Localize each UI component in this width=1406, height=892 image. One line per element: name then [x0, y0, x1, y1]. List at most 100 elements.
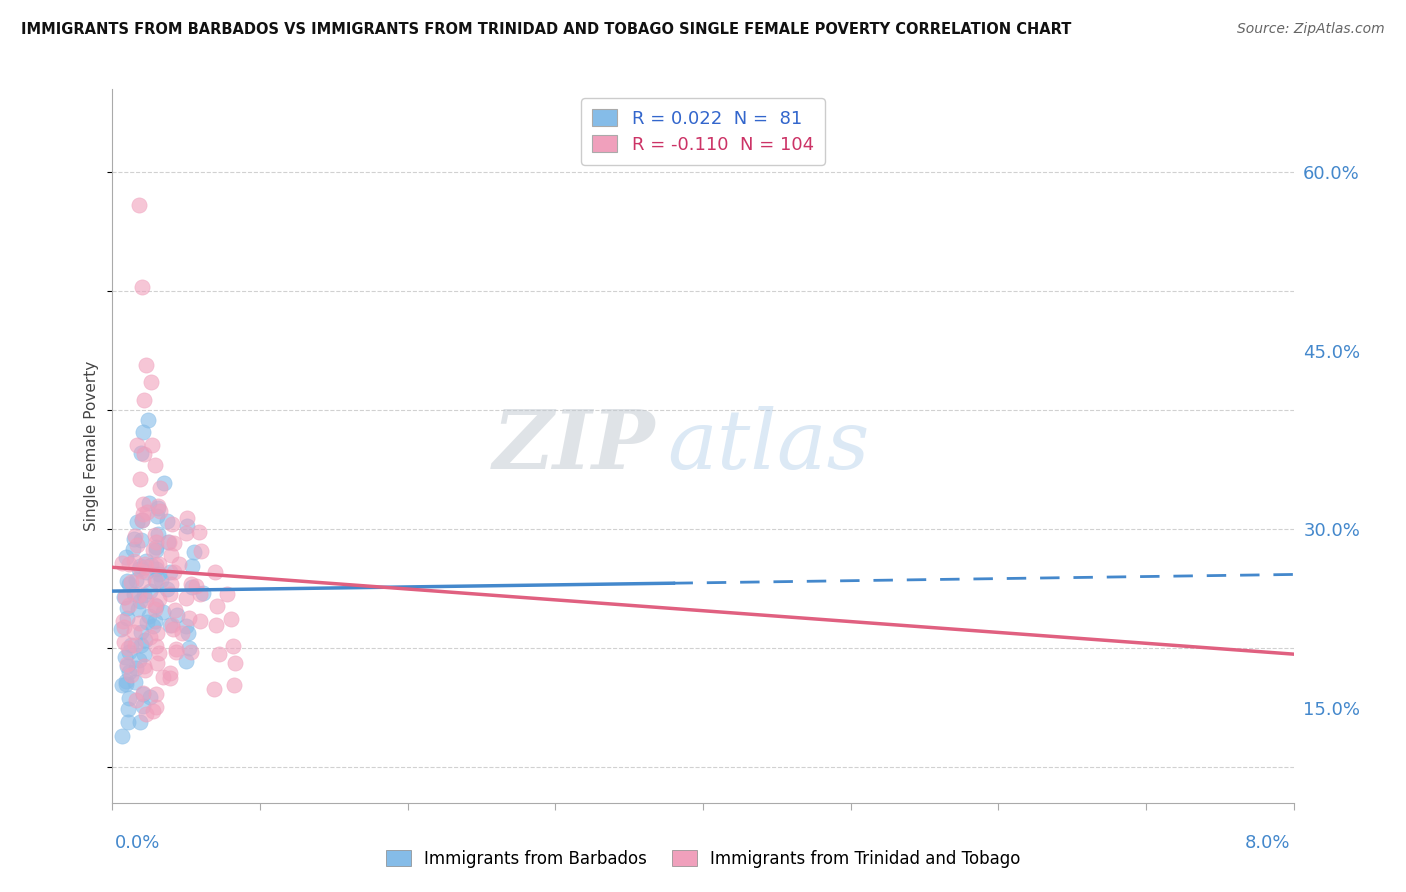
Point	[170, 626, 193, 640]
Point	[135, 565, 157, 579]
Point	[131, 425, 153, 440]
Point	[145, 574, 167, 589]
Text: IMMIGRANTS FROM BARBADOS VS IMMIGRANTS FROM TRINIDAD AND TOBAGO SINGLE FEMALE PO: IMMIGRANTS FROM BARBADOS VS IMMIGRANTS F…	[21, 22, 1071, 37]
Point	[222, 678, 245, 692]
Point	[145, 639, 167, 653]
Point	[128, 653, 150, 667]
Point	[159, 665, 181, 680]
Point	[114, 649, 136, 664]
Point	[112, 620, 135, 634]
Point	[152, 670, 174, 684]
Point	[174, 525, 197, 540]
Point	[138, 609, 160, 624]
Point	[132, 699, 155, 714]
Point	[146, 527, 169, 541]
Point	[143, 528, 166, 542]
Point	[174, 654, 197, 668]
Point	[129, 471, 152, 485]
Point	[149, 481, 172, 495]
Point	[124, 528, 146, 542]
Point	[177, 641, 200, 656]
Point	[115, 674, 138, 689]
Point	[112, 614, 135, 628]
Point	[156, 535, 179, 549]
Point	[135, 707, 157, 722]
Point	[139, 690, 162, 705]
Point	[138, 631, 160, 645]
Point	[129, 715, 152, 730]
Point	[136, 413, 159, 427]
Point	[145, 574, 167, 588]
Point	[125, 573, 148, 587]
Point	[159, 566, 181, 580]
Point	[159, 618, 181, 632]
Point	[205, 617, 228, 632]
Point	[176, 591, 198, 605]
Point	[165, 603, 187, 617]
Legend: Immigrants from Barbados, Immigrants from Trinidad and Tobago: Immigrants from Barbados, Immigrants fro…	[378, 844, 1028, 875]
Point	[202, 681, 225, 696]
Point	[187, 524, 209, 539]
Point	[174, 619, 197, 633]
Point	[180, 580, 202, 594]
Point	[146, 499, 169, 513]
Point	[117, 574, 139, 589]
Point	[165, 642, 187, 657]
Point	[180, 645, 202, 659]
Point	[160, 549, 183, 563]
Point	[128, 562, 150, 576]
Point	[163, 565, 186, 579]
Point	[122, 554, 145, 568]
Point	[138, 584, 160, 599]
Point	[142, 543, 165, 558]
Point	[132, 588, 155, 602]
Point	[190, 544, 212, 558]
Point	[190, 587, 212, 601]
Point	[124, 625, 146, 640]
Point	[159, 586, 181, 600]
Point	[148, 558, 170, 572]
Point	[122, 541, 145, 556]
Point	[160, 577, 183, 591]
Point	[134, 659, 156, 673]
Point	[183, 544, 205, 558]
Text: 8.0%: 8.0%	[1246, 834, 1291, 852]
Point	[115, 657, 138, 671]
Point	[111, 678, 134, 692]
Point	[132, 687, 155, 701]
Point	[131, 686, 153, 700]
Point	[118, 690, 141, 705]
Point	[138, 496, 160, 510]
Point	[120, 638, 142, 652]
Point	[141, 375, 163, 389]
Point	[153, 476, 176, 491]
Point	[125, 538, 148, 552]
Point	[134, 663, 156, 677]
Legend: R = 0.022  N =  81, R = -0.110  N = 104: R = 0.022 N = 81, R = -0.110 N = 104	[581, 98, 825, 165]
Point	[165, 645, 187, 659]
Point	[129, 446, 152, 460]
Point	[149, 504, 172, 518]
Point	[131, 280, 153, 294]
Point	[117, 601, 139, 615]
Point	[115, 611, 138, 625]
Y-axis label: Single Female Poverty: Single Female Poverty	[84, 361, 100, 531]
Point	[118, 644, 141, 658]
Point	[143, 614, 166, 628]
Point	[156, 582, 179, 596]
Point	[156, 514, 179, 528]
Point	[125, 516, 148, 530]
Point	[145, 687, 167, 701]
Point	[111, 556, 134, 570]
Point	[180, 558, 202, 573]
Point	[118, 665, 141, 680]
Point	[150, 573, 173, 587]
Point	[118, 557, 141, 571]
Point	[145, 599, 167, 613]
Point	[176, 511, 198, 525]
Point	[118, 576, 141, 591]
Point	[143, 598, 166, 612]
Point	[145, 458, 167, 473]
Point	[132, 647, 155, 661]
Point	[176, 519, 198, 533]
